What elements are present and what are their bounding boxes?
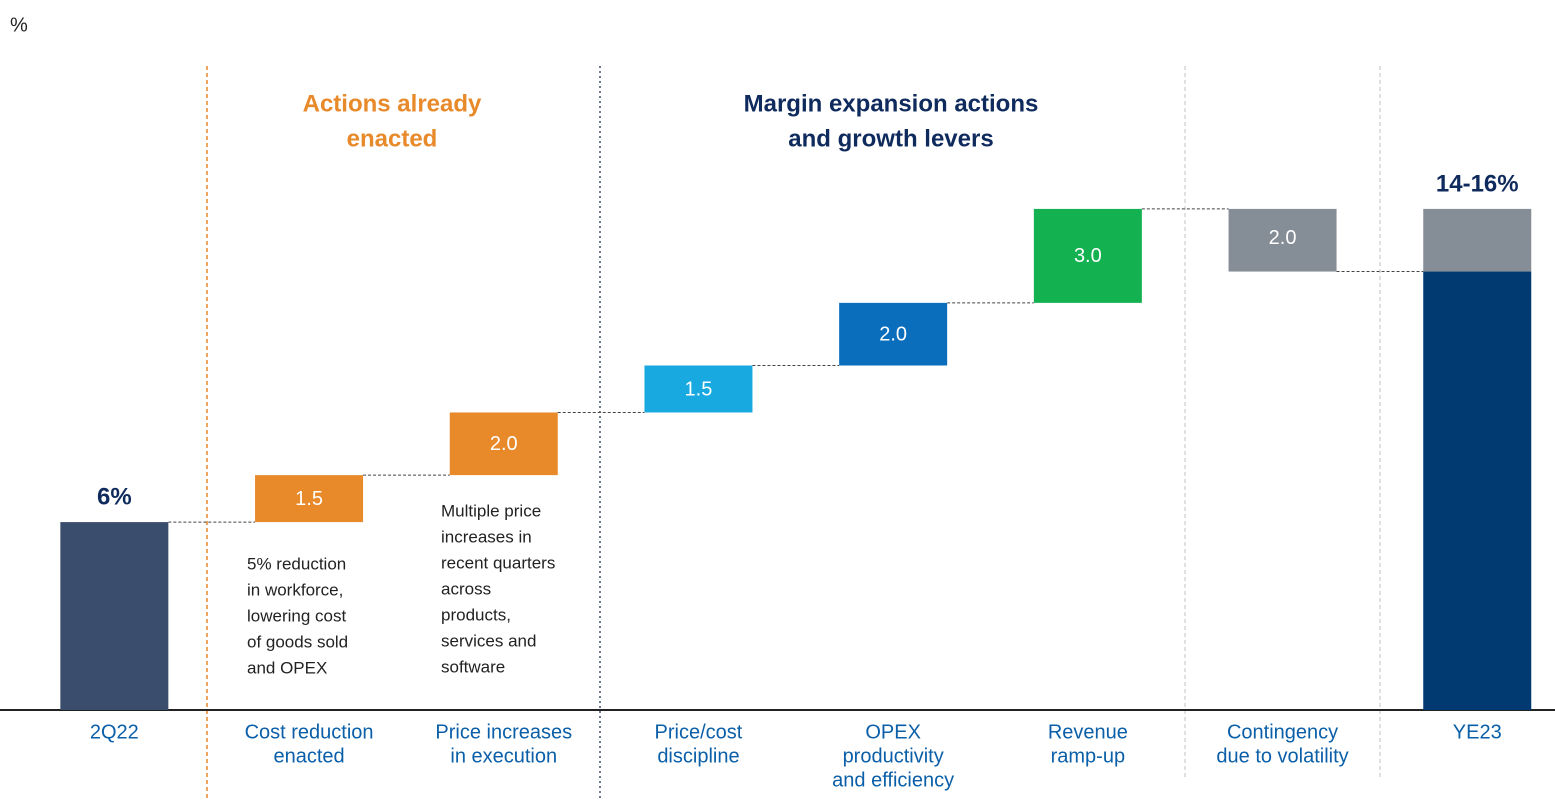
x-tick-label: OPEX — [865, 721, 921, 743]
x-tick-label: and efficiency — [832, 769, 954, 791]
x-tick-label: Price/cost — [655, 721, 743, 743]
note: products, — [441, 605, 511, 624]
note: of goods sold — [247, 632, 348, 651]
bar — [839, 302, 948, 366]
bar — [255, 475, 364, 523]
x-tick-label: in execution — [450, 745, 557, 767]
x-tick-label: ramp-up — [1051, 745, 1125, 767]
note: Multiple price — [441, 501, 541, 520]
section-header: Margin expansion actions — [744, 90, 1039, 117]
note: and OPEX — [247, 658, 327, 677]
value-label: 1.5 — [295, 488, 323, 510]
range-bar — [1423, 208, 1532, 272]
note: recent quarters — [441, 553, 555, 572]
x-tick-label: 2Q22 — [90, 721, 139, 743]
x-tick-label: Contingency — [1227, 721, 1338, 743]
section-header: and growth levers — [788, 125, 993, 152]
note: software — [441, 657, 505, 676]
x-tick-label: Cost reduction — [245, 721, 374, 743]
bar — [449, 412, 558, 476]
note: 5% reduction — [247, 554, 346, 573]
x-tick-label: YE23 — [1453, 721, 1502, 743]
x-tick-label: due to volatility — [1216, 745, 1348, 767]
note: lowering cost — [247, 606, 346, 625]
note: services and — [441, 631, 536, 650]
section-header: enacted — [347, 125, 438, 152]
note: in workforce, — [247, 580, 343, 599]
note: increases in — [441, 527, 532, 546]
note: across — [441, 579, 491, 598]
value-label: 2.0 — [490, 433, 518, 455]
value-label: 2.0 — [1269, 227, 1297, 249]
bar — [644, 365, 753, 413]
x-tick-label: Price increases — [435, 721, 572, 743]
value-label: 3.0 — [1074, 245, 1102, 267]
value-label: 6% — [97, 483, 132, 510]
x-tick-label: discipline — [657, 745, 739, 767]
section-header: Actions already — [303, 90, 482, 117]
value-label: 1.5 — [685, 378, 713, 400]
bar — [60, 522, 169, 710]
bar — [1423, 271, 1532, 710]
bar — [1228, 208, 1337, 272]
x-tick-label: enacted — [273, 745, 344, 767]
value-label: 2.0 — [879, 323, 907, 345]
x-tick-label: Revenue — [1048, 721, 1128, 743]
unit-label: % — [10, 14, 28, 36]
bar — [1033, 208, 1142, 303]
value-label: 14-16% — [1436, 170, 1519, 197]
x-tick-label: productivity — [843, 745, 944, 767]
